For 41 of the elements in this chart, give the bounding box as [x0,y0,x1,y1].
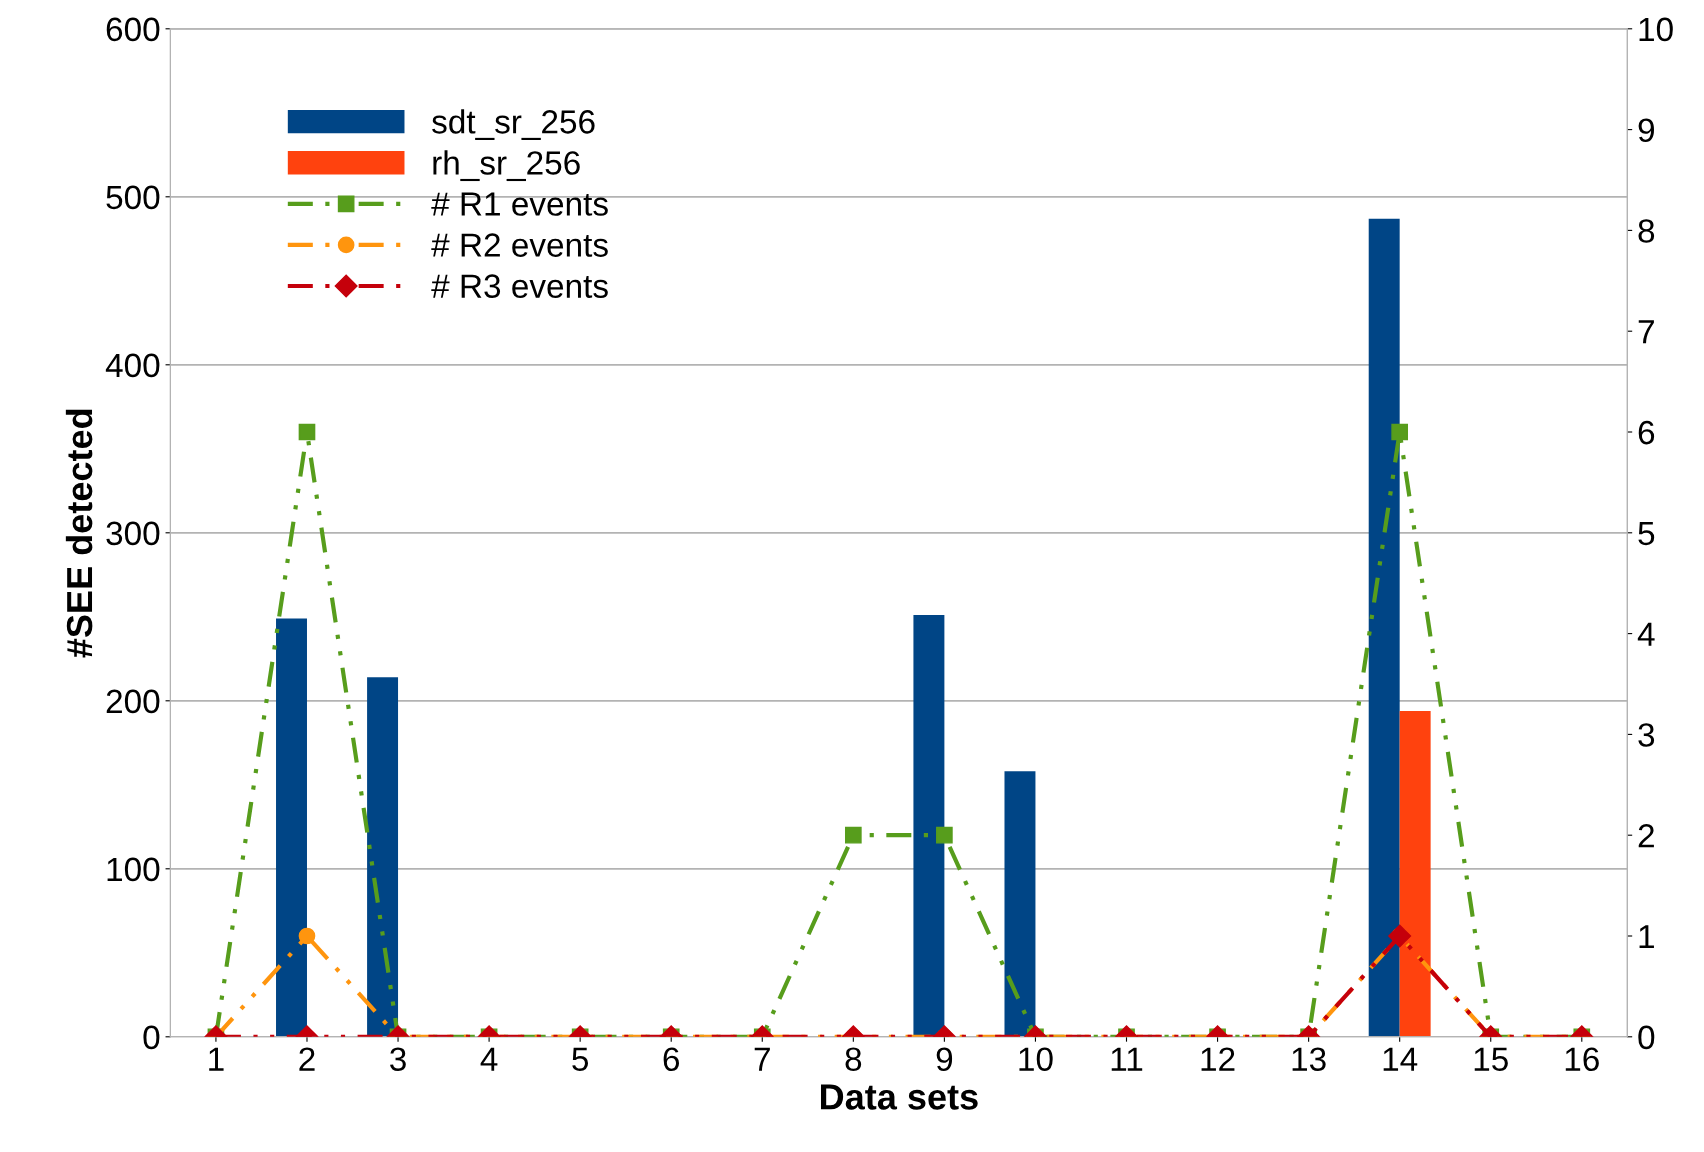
y-tick-label: 100 [107,857,160,882]
x-tick-label: 13 [1292,1047,1326,1072]
x-tick-label: 6 [663,1047,680,1072]
y2-tick-label: 0 [1638,1025,1655,1050]
x-tick-label: 16 [1565,1047,1599,1072]
y2-tick-label: 1 [1639,925,1654,949]
legend-label: # R1 events [431,192,608,216]
y2-tick-label: 7 [1638,320,1654,344]
x-tick-label: 10 [1019,1047,1053,1072]
y2-tick-label: 5 [1638,521,1655,546]
y-tick-label: 500 [106,185,160,210]
x-tick-label: 1 [209,1047,224,1071]
y-tick-label: 600 [106,17,160,42]
y2-tick-label: 8 [1638,219,1655,243]
x-tick-label: 8 [845,1047,862,1072]
x-tick-label: 7 [754,1047,770,1071]
y2-tick-label: 4 [1637,622,1655,646]
x-tick-label: 2 [299,1047,315,1071]
legend-label: # R2 events [431,233,608,257]
y2-tick-label: 9 [1638,118,1654,143]
x-tick-label: 4 [480,1047,498,1071]
y-axis-title: #SEE detected [65,409,93,658]
legend-label: sdt_sr_256 [432,109,595,140]
y-tick-label: 300 [106,521,160,546]
y-tick-label: 0 [143,1025,160,1050]
y-tick-label: 400 [105,353,160,378]
x-axis-title: Data sets [820,1084,978,1110]
legend-label: rh_sr_256 [433,150,580,182]
x-tick-label: 12 [1201,1047,1235,1071]
x-tick-label: 9 [936,1047,953,1072]
x-tick-label: 3 [390,1047,406,1072]
y2-tick-label: 3 [1638,723,1655,747]
y2-tick-label: 10 [1639,17,1673,42]
y2-tick-label: 6 [1638,420,1655,445]
x-tick-label: 15 [1474,1047,1508,1072]
x-tick-label: 14 [1383,1047,1418,1071]
x-tick-label: 5 [572,1047,589,1072]
y2-tick-label: 2 [1638,824,1654,848]
x-tick-label: 11 [1111,1047,1143,1071]
legend-label: # R3 events [431,274,608,298]
y-tick-label: 200 [106,689,160,714]
